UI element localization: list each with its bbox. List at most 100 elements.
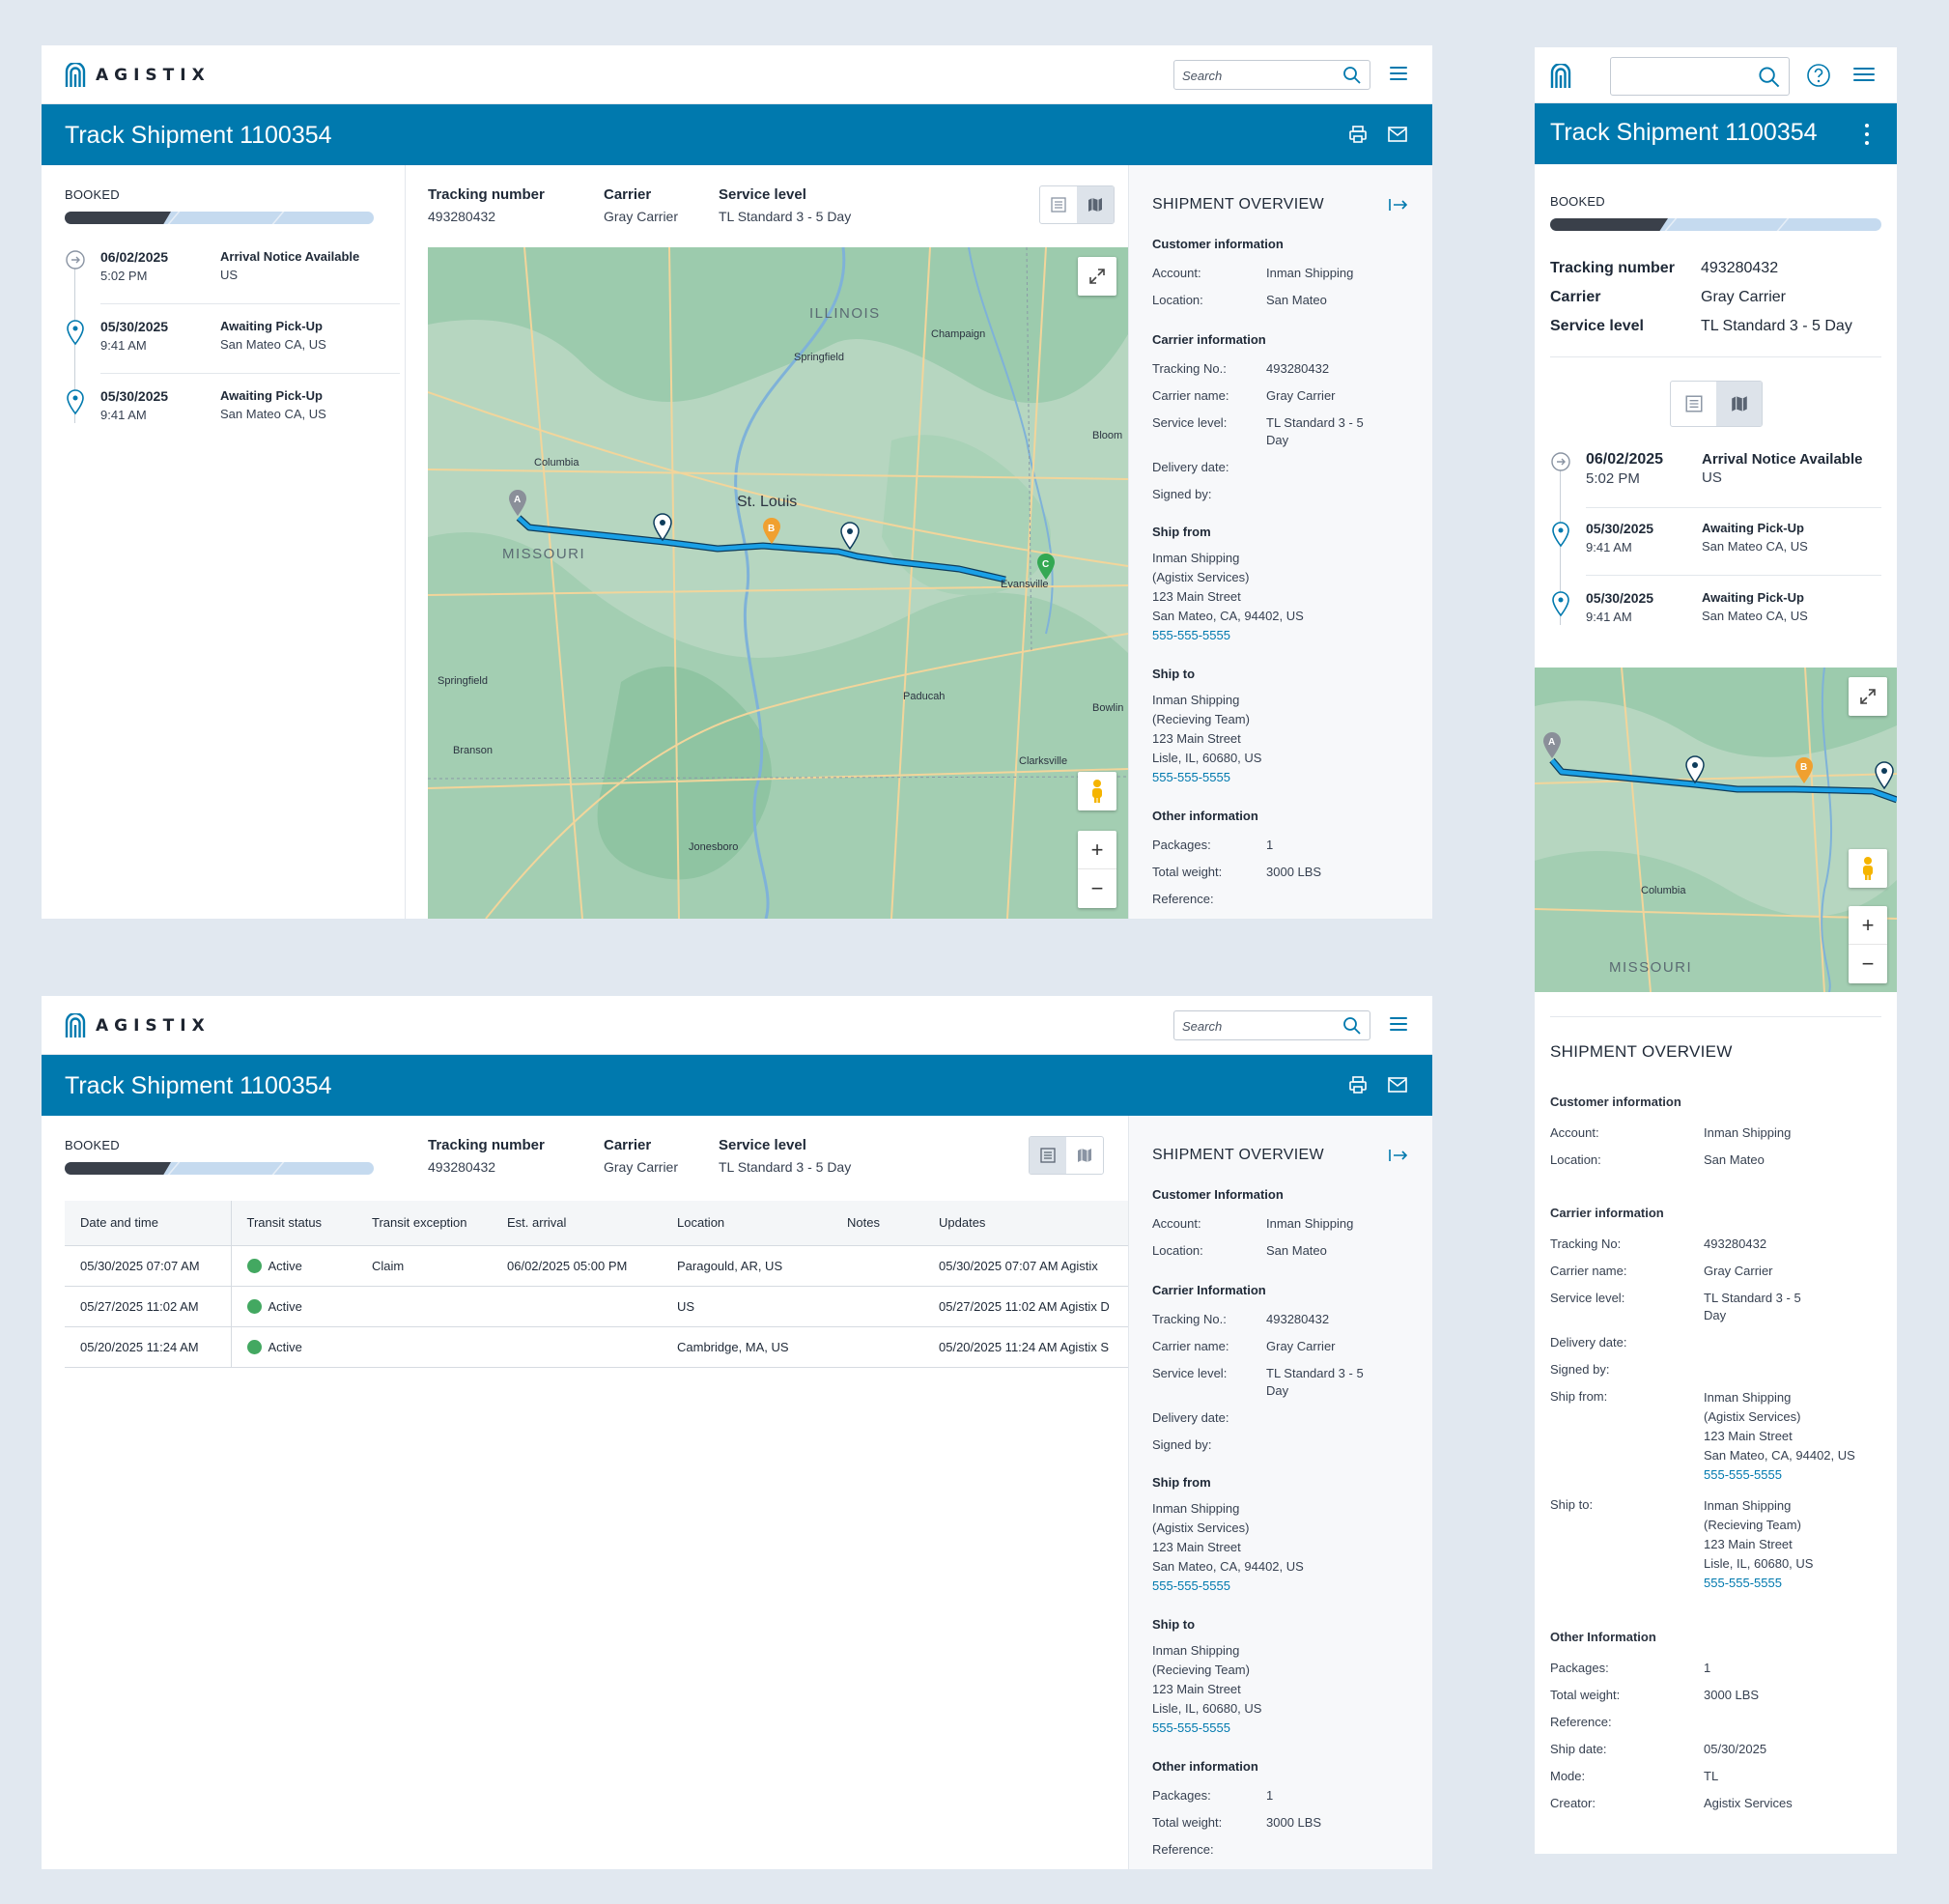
- fullscreen-icon[interactable]: [1849, 677, 1887, 716]
- page-header: Track Shipment 1100354: [1535, 103, 1897, 164]
- svg-text:A: A: [514, 495, 521, 505]
- list-view-icon[interactable]: [1040, 186, 1077, 223]
- map-view-icon[interactable]: [1077, 186, 1114, 223]
- view-toggle[interactable]: [1029, 1136, 1104, 1175]
- agistix-logo-icon[interactable]: [1550, 64, 1571, 89]
- location-value: San Mateo: [1704, 1152, 1765, 1167]
- ship-from-phone-link[interactable]: 555-555-5555: [1704, 1467, 1782, 1482]
- mode-label: Mode:: [1550, 1769, 1586, 1783]
- search-input[interactable]: Search: [1173, 60, 1370, 90]
- column-header[interactable]: Updates: [923, 1201, 1128, 1246]
- ship-to-phone-link[interactable]: 555-555-5555: [1152, 770, 1230, 784]
- ship-from-phone-link[interactable]: 555-555-5555: [1152, 1578, 1230, 1593]
- marker-a[interactable]: A: [1543, 732, 1561, 758]
- packages-label: Packages:: [1152, 838, 1211, 852]
- tracking-no-label: Tracking No:: [1550, 1236, 1622, 1251]
- page-header: Track Shipment 1100354: [42, 104, 1432, 165]
- list-view-icon[interactable]: [1030, 1137, 1066, 1174]
- ship-date-label: Ship date:: [1550, 1742, 1607, 1756]
- search-input[interactable]: Search: [1173, 1010, 1370, 1040]
- email-icon[interactable]: [1387, 1075, 1408, 1094]
- tracking-number-value: 493280432: [428, 1159, 496, 1175]
- street-view-icon[interactable]: [1078, 772, 1116, 810]
- search-icon[interactable]: [1342, 66, 1362, 85]
- search-icon[interactable]: [1342, 1016, 1362, 1036]
- marker-a[interactable]: A: [509, 490, 526, 516]
- column-header[interactable]: Transit status: [231, 1201, 356, 1246]
- tracking-no-value: 493280432: [1704, 1236, 1767, 1251]
- agistix-logo[interactable]: AGISTIX: [65, 1013, 211, 1038]
- table-row[interactable]: 05/30/2025 07:07 AM Active Claim 06/02/20…: [65, 1245, 1128, 1287]
- waypoint-marker[interactable]: [653, 513, 672, 542]
- search-icon[interactable]: [1758, 66, 1781, 89]
- carrier-name-value: Gray Carrier: [1704, 1264, 1773, 1278]
- packages-label: Packages:: [1550, 1661, 1609, 1675]
- view-toggle[interactable]: [1039, 185, 1115, 224]
- ship-from-phone-link[interactable]: 555-555-5555: [1152, 628, 1230, 642]
- print-icon[interactable]: [1348, 125, 1368, 144]
- event-time: 5:02 PM: [1586, 470, 1640, 487]
- map-label-clarksville: Clarksville: [1019, 755, 1067, 767]
- event-time: 9:41 AM: [100, 408, 147, 422]
- event-status: Awaiting Pick-Up: [1702, 521, 1804, 535]
- table-row[interactable]: 05/27/2025 11:02 AM Active US 05/27/2025 …: [65, 1286, 1128, 1327]
- waypoint-marker[interactable]: [1685, 755, 1705, 784]
- search-placeholder: Search: [1182, 69, 1223, 83]
- event-time: 9:41 AM: [1586, 540, 1632, 554]
- marker-c[interactable]: C: [1037, 554, 1055, 580]
- route-map[interactable]: ILLINOIS MISSOURI St. Louis Springfield …: [428, 247, 1128, 919]
- map-pin-icon: [1552, 522, 1569, 548]
- map-canvas: Columbia MISSOURI A B: [1535, 668, 1897, 992]
- map-label-st-louis: St. Louis: [737, 494, 797, 510]
- map-view-icon[interactable]: [1066, 1137, 1103, 1174]
- carrier-info-heading: Carrier information: [1550, 1206, 1664, 1220]
- marker-b[interactable]: B: [763, 518, 780, 544]
- event-date: 05/30/2025: [100, 388, 169, 404]
- location-label: Location:: [1152, 1243, 1203, 1258]
- email-icon[interactable]: [1387, 125, 1408, 144]
- more-options-icon[interactable]: [1863, 123, 1871, 146]
- route-map[interactable]: Columbia MISSOURI A B + −: [1535, 668, 1897, 992]
- ship-to-phone-link[interactable]: 555-555-5555: [1152, 1720, 1230, 1735]
- event-timeline: 06/02/2025 5:02 PM Arrival Notice Availab…: [1550, 451, 1881, 644]
- other-info-heading: Other information: [1152, 1759, 1258, 1774]
- ship-to-phone-link[interactable]: 555-555-5555: [1704, 1576, 1782, 1590]
- zoom-in-button[interactable]: +: [1078, 831, 1116, 869]
- column-header[interactable]: Date and time: [65, 1201, 232, 1246]
- view-toggle[interactable]: [1670, 381, 1763, 427]
- column-header[interactable]: Location: [662, 1201, 832, 1246]
- map-view-icon[interactable]: [1716, 382, 1762, 426]
- zoom-in-button[interactable]: +: [1849, 906, 1887, 945]
- service-level-field: Service level TL Standard 3 - 5 Day: [719, 1137, 851, 1175]
- waypoint-marker[interactable]: [1875, 761, 1894, 790]
- zoom-out-button[interactable]: −: [1861, 952, 1875, 976]
- search-input[interactable]: [1610, 57, 1790, 96]
- carrier-value: Gray Carrier: [1701, 289, 1787, 305]
- street-view-icon[interactable]: [1849, 849, 1887, 888]
- marker-b[interactable]: B: [1795, 757, 1813, 783]
- event-location: San Mateo CA, US: [1702, 539, 1808, 554]
- collapse-panel-icon[interactable]: [1388, 197, 1409, 213]
- fullscreen-icon[interactable]: [1078, 257, 1116, 296]
- zoom-out-button[interactable]: −: [1090, 876, 1104, 900]
- collapse-panel-icon[interactable]: [1388, 1148, 1409, 1163]
- column-header[interactable]: Transit exception: [356, 1201, 492, 1246]
- account-label: Account:: [1550, 1125, 1599, 1140]
- hamburger-menu-icon[interactable]: [1390, 1017, 1407, 1031]
- table-row[interactable]: 05/20/2025 11:24 AM Active Cambridge, MA…: [65, 1326, 1128, 1368]
- event-status: Awaiting Pick-Up: [220, 319, 323, 333]
- hamburger-menu-icon[interactable]: [1853, 68, 1875, 81]
- tracking-no-label: Tracking No.:: [1152, 1312, 1227, 1326]
- zoom-controls: + −: [1078, 831, 1116, 908]
- ship-to-heading: Ship to: [1152, 1617, 1196, 1632]
- list-view-icon[interactable]: [1671, 382, 1716, 426]
- agistix-logo[interactable]: AGISTIX: [65, 63, 211, 88]
- help-icon[interactable]: [1806, 63, 1831, 88]
- ship-from-address: Inman Shipping (Agistix Services) 123 Main…: [1704, 1388, 1855, 1485]
- waypoint-marker[interactable]: [840, 522, 860, 551]
- total-weight-value: 3000 LBS: [1266, 1815, 1322, 1830]
- column-header[interactable]: Est. arrival: [492, 1201, 662, 1246]
- hamburger-menu-icon[interactable]: [1390, 67, 1407, 80]
- print-icon[interactable]: [1348, 1075, 1368, 1094]
- column-header[interactable]: Notes: [832, 1201, 923, 1246]
